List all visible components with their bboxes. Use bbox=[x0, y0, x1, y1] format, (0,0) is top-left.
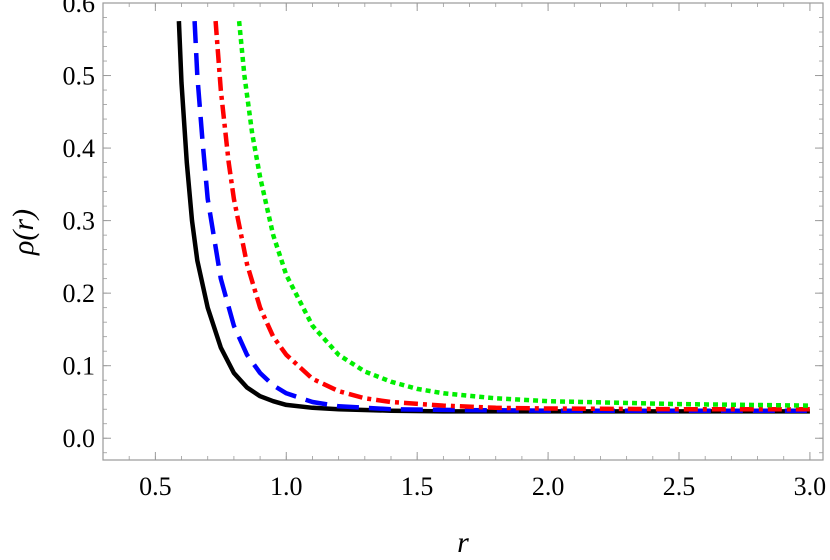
y-tick-label: 0.6 bbox=[63, 0, 96, 18]
series-line-dot-dashed bbox=[213, 20, 810, 412]
series-line-dashed bbox=[192, 20, 810, 413]
series-line-dotted bbox=[236, 20, 810, 408]
y-tick-label: 0.3 bbox=[63, 207, 96, 236]
x-tick-label: 3.0 bbox=[794, 472, 827, 501]
series-line-solid bbox=[176, 21, 810, 414]
y-tick-label: 0.0 bbox=[63, 424, 96, 453]
y-tick-label: 0.5 bbox=[63, 62, 96, 91]
x-tick-label: 2.5 bbox=[663, 472, 696, 501]
y-tick-label: 0.1 bbox=[63, 352, 96, 381]
x-axis-label: r bbox=[457, 526, 469, 559]
x-tick-label: 2.0 bbox=[532, 472, 565, 501]
y-tick-label: 0.2 bbox=[63, 279, 96, 308]
plot-frame bbox=[102, 2, 824, 461]
x-tick-label: 1.0 bbox=[270, 472, 303, 501]
x-tick-label: 0.5 bbox=[139, 472, 172, 501]
x-tick-label: 1.5 bbox=[401, 472, 434, 501]
y-axis-label: ρ(r) bbox=[7, 209, 40, 256]
y-tick-label: 0.4 bbox=[63, 134, 96, 163]
